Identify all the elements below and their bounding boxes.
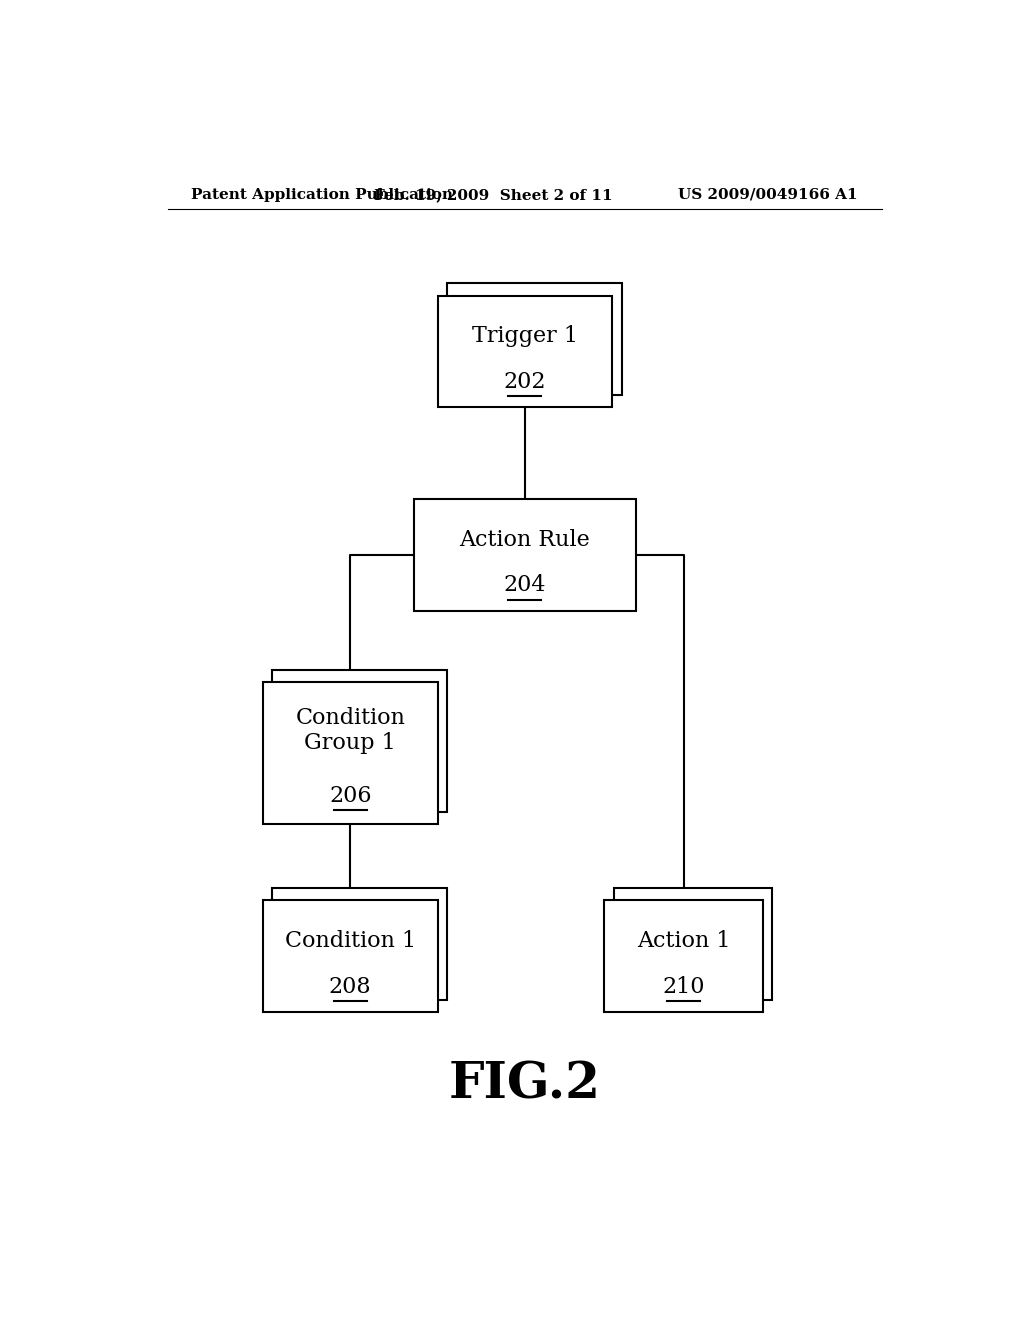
FancyBboxPatch shape	[272, 888, 447, 1001]
Text: Condition
Group 1: Condition Group 1	[295, 708, 406, 754]
FancyBboxPatch shape	[414, 499, 636, 611]
FancyBboxPatch shape	[447, 284, 622, 395]
FancyBboxPatch shape	[263, 900, 437, 1012]
Text: 210: 210	[663, 975, 705, 998]
FancyBboxPatch shape	[604, 900, 763, 1012]
Text: FIG.2: FIG.2	[449, 1061, 601, 1110]
Text: 204: 204	[504, 574, 546, 597]
Text: Feb. 19, 2009  Sheet 2 of 11: Feb. 19, 2009 Sheet 2 of 11	[374, 187, 612, 202]
FancyBboxPatch shape	[272, 669, 447, 812]
Text: Patent Application Publication: Patent Application Publication	[191, 187, 454, 202]
Text: Condition 1: Condition 1	[285, 931, 416, 952]
Text: Trigger 1: Trigger 1	[472, 325, 578, 347]
Text: Action Rule: Action Rule	[460, 528, 590, 550]
Text: 206: 206	[329, 784, 372, 807]
FancyBboxPatch shape	[263, 682, 437, 824]
FancyBboxPatch shape	[437, 296, 612, 408]
Text: 208: 208	[329, 975, 372, 998]
FancyBboxPatch shape	[613, 888, 772, 1001]
Text: 202: 202	[504, 371, 546, 393]
Text: Action 1: Action 1	[637, 931, 730, 952]
Text: US 2009/0049166 A1: US 2009/0049166 A1	[679, 187, 858, 202]
